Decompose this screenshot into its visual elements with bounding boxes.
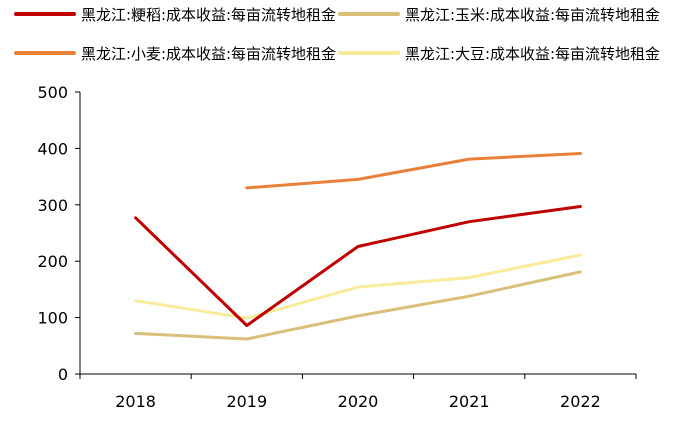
legend-item-2: 黑龙江:小麦:成本收益:每亩流转地租金 [14,45,336,63]
legend-label: 黑龙江:大豆:成本收益:每亩流转地租金 [405,45,660,63]
x-tick-label: 2020 [338,392,379,411]
y-tick-label: 500 [37,83,68,102]
y-tick-label: 300 [37,196,68,215]
y-tick-label: 400 [37,139,68,158]
x-tick-label: 2021 [449,392,490,411]
series-line-2 [245,152,582,190]
legend-item-1: 黑龙江:玉米:成本收益:每亩流转地租金 [338,6,660,24]
y-tick-label: 0 [58,365,68,384]
y-axis: 0 100 200 300 400 500 [37,83,81,384]
x-tick-label: 2022 [560,392,601,411]
x-tick-label: 2019 [226,392,267,411]
legend-item-0: 黑龙江:粳稻:成本收益:每亩流转地租金 [14,6,336,24]
legend-label: 黑龙江:玉米:成本收益:每亩流转地租金 [405,6,660,24]
series-line-3 [134,253,582,320]
y-tick-label: 200 [37,252,68,271]
legend-label: 黑龙江:粳稻:成本收益:每亩流转地租金 [81,6,336,24]
legend: 黑龙江:粳稻:成本收益:每亩流转地租金 黑龙江:玉米:成本收益:每亩流转地租金黑龙… [14,6,660,63]
x-tick-label: 2018 [115,392,156,411]
series-line-0 [134,205,582,327]
y-tick-label: 100 [37,309,68,328]
legend-item-3: 黑龙江:大豆:成本收益:每亩流转地租金 [338,45,660,63]
series-lines [134,152,582,341]
x-axis: 2018 2019 2020 2021 2022 [79,373,637,411]
legend-label: 黑龙江:小麦:成本收益:每亩流转地租金 [81,45,336,63]
series-line-1 [134,270,582,341]
